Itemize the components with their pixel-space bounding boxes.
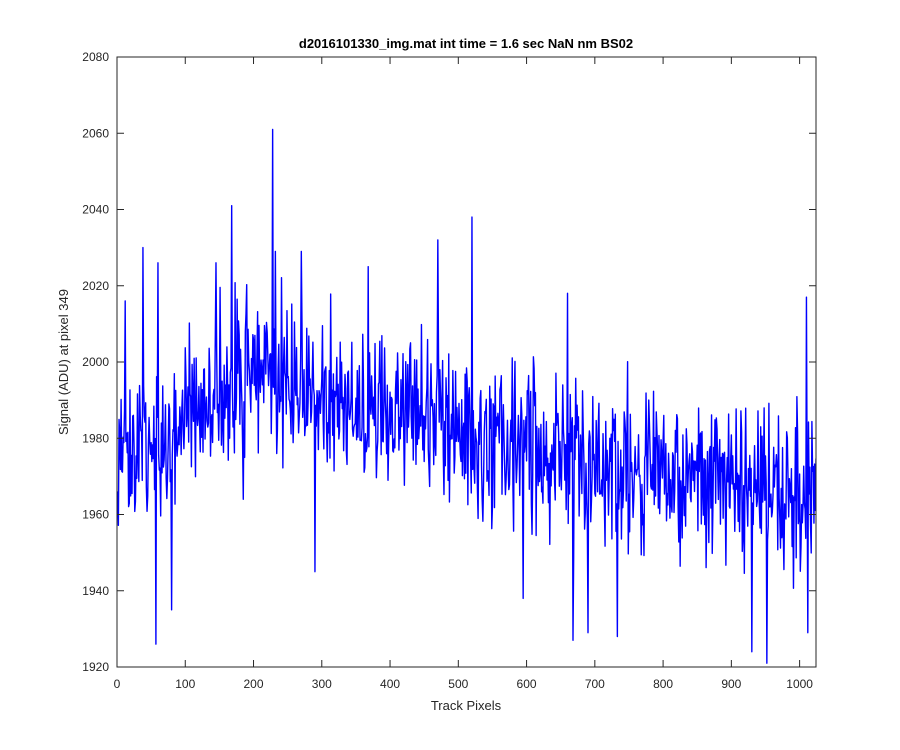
x-axis-label: Track Pixels (431, 698, 502, 713)
series-line (117, 128, 816, 664)
y-tick-label: 2020 (82, 279, 109, 293)
x-tick-label: 1000 (786, 677, 813, 691)
y-tick-label: 1940 (82, 584, 109, 598)
tick-marks (116, 56, 816, 668)
y-tick-label: 1960 (82, 508, 109, 522)
y-tick-label: 2000 (82, 355, 109, 369)
chart-title: d2016101330_img.mat int time = 1.6 sec N… (299, 36, 633, 51)
x-tick-label: 900 (721, 677, 741, 691)
axes-background (117, 57, 816, 667)
y-tick-label: 2060 (82, 126, 109, 140)
plot-area: 0 100 200 300 400 500 600 700 800 900 1000 1920 1940… (82, 50, 817, 691)
x-tick-label: 500 (448, 677, 468, 691)
y-tick-label: 2080 (82, 50, 109, 64)
x-tick-label: 600 (517, 677, 537, 691)
y-axis-label: Signal (ADU) at pixel 349 (56, 289, 71, 435)
x-tick-label: 800 (653, 677, 673, 691)
x-tick-label: 200 (244, 677, 264, 691)
tick-labels: 0 100 200 300 400 500 600 700 800 900 1000 1920 1940… (82, 50, 813, 691)
y-tick-label: 1920 (82, 660, 109, 674)
x-tick-label: 700 (585, 677, 605, 691)
series-layer (117, 128, 816, 664)
x-tick-label: 100 (175, 677, 195, 691)
x-tick-label: 300 (312, 677, 332, 691)
y-tick-label: 2040 (82, 203, 109, 217)
x-tick-label: 0 (114, 677, 121, 691)
y-tick-label: 1980 (82, 431, 109, 445)
x-tick-label: 400 (380, 677, 400, 691)
